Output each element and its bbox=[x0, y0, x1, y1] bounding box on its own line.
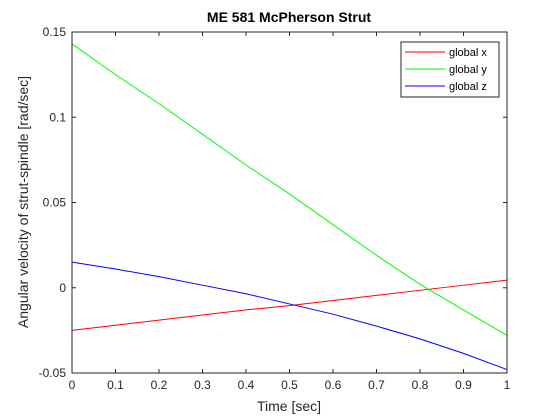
x-tick-label: 0.3 bbox=[194, 378, 211, 392]
x-tick-label: 1 bbox=[504, 378, 511, 392]
y-tick-label: 0 bbox=[59, 281, 66, 295]
x-tick-label: 0.7 bbox=[368, 378, 385, 392]
x-tick-label: 0.5 bbox=[281, 378, 298, 392]
y-tick-label: 0.05 bbox=[43, 196, 67, 210]
x-tick-label: 0.4 bbox=[238, 378, 255, 392]
x-axis: 0 0.1 0.2 0.3 0.4 0.5 0.6 0.7 0.8 0.9 1 bbox=[69, 32, 511, 392]
y-tick-label: 0.15 bbox=[43, 25, 67, 39]
series-line-global-z bbox=[71, 261, 508, 371]
x-tick-label: 0 bbox=[69, 378, 76, 392]
y-tick-label: -0.05 bbox=[39, 366, 67, 380]
series-line-global-y bbox=[71, 43, 508, 336]
y-tick-label: 0.1 bbox=[49, 110, 66, 124]
y-axis-label: Angular velocity of strut-spindle [rad/s… bbox=[15, 76, 31, 328]
x-axis-label: Time [sec] bbox=[257, 398, 321, 414]
series-line-global-x bbox=[71, 279, 508, 331]
x-tick-label: 0.2 bbox=[151, 378, 168, 392]
legend-entry: global z bbox=[449, 81, 487, 93]
x-tick-label: 0.9 bbox=[455, 378, 472, 392]
series-layer bbox=[71, 43, 508, 371]
x-tick-label: 0.6 bbox=[325, 378, 342, 392]
legend-entry: global x bbox=[449, 47, 487, 59]
legend-entry: global y bbox=[449, 64, 487, 76]
legend: global x global y global z bbox=[400, 41, 500, 98]
y-axis: -0.05 0 0.05 0.1 0.15 bbox=[39, 25, 507, 380]
chart-title: ME 581 McPherson Strut bbox=[207, 9, 371, 25]
x-tick-label: 0.1 bbox=[107, 378, 124, 392]
x-tick-label: 0.8 bbox=[412, 378, 429, 392]
